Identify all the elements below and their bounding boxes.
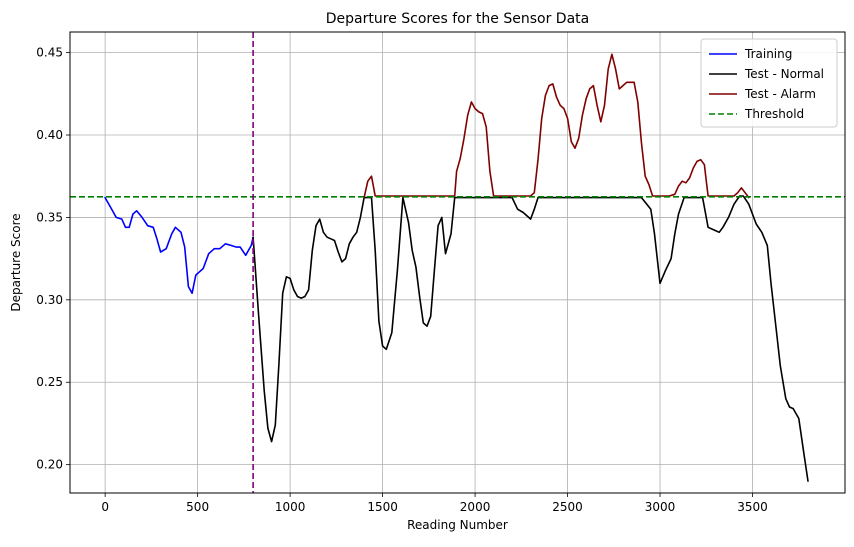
plot-area [70,32,845,493]
x-tick-label: 3000 [645,500,676,514]
x-tick-label: 1000 [275,500,306,514]
y-tick-label: 0.25 [36,375,63,389]
y-axis-label: Departure Score [9,213,23,311]
legend-box [700,38,838,128]
series-line-training [104,196,254,295]
x-tick-label: 2000 [460,500,491,514]
legend-label: Test - Normal [744,67,824,81]
x-axis-ticks: 0 500 1000 1500 2000 2500 3000 3500 [101,493,768,514]
y-tick-label: 0.40 [36,128,63,142]
x-axis-label: Reading Number [407,518,508,532]
legend-item: Test - Normal [709,67,824,81]
x-tick-label: 1500 [367,500,398,514]
legend-label: Test - Alarm [744,87,816,101]
series-line-test-normal [252,195,809,482]
x-tick-label: 3500 [737,500,768,514]
y-tick-label: 0.35 [36,210,63,224]
legend-label: Threshold [744,107,804,121]
legend: Training Test - Normal Test - Alarm Thresho… [700,38,838,128]
legend-item: Test - Alarm [709,87,816,101]
legend-item: Threshold [709,107,804,121]
axes-frame [69,31,846,494]
y-tick-label: 0.45 [36,46,63,60]
x-tick-label: 2500 [552,500,583,514]
chart-title: Departure Scores for the Sensor Data [326,11,589,27]
legend-label: Training [744,47,792,61]
x-tick-label: 0 [101,500,109,514]
y-tick-label: 0.20 [36,458,63,472]
x-tick-label: 500 [186,500,209,514]
series-line-test-alarm [363,53,750,199]
y-axis-ticks: 0.20 0.25 0.30 0.35 0.40 0.45 [36,46,70,472]
y-tick-label: 0.30 [36,293,63,307]
legend-item: Training [709,47,792,61]
